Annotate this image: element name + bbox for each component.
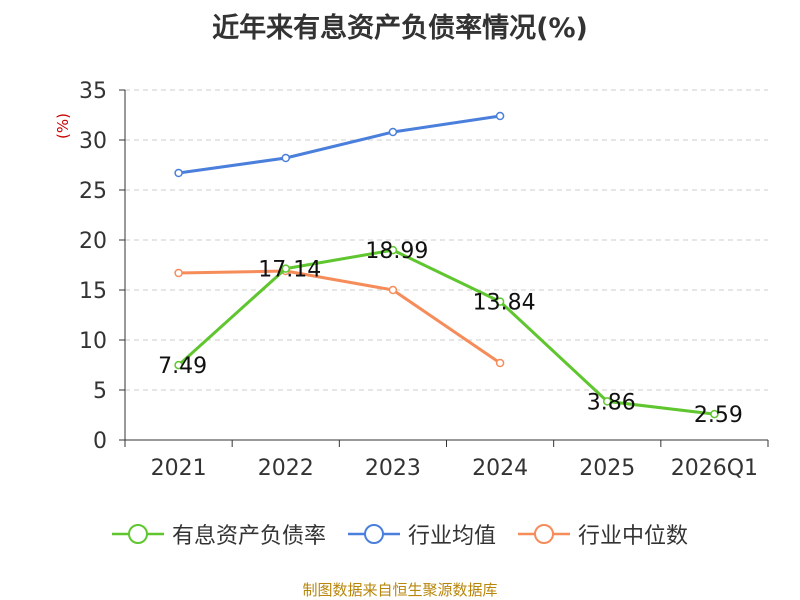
data-label: 18.99 xyxy=(365,239,428,264)
legend-label: 行业中位数 xyxy=(578,524,689,549)
data-point-2 xyxy=(174,268,183,278)
data-source-note: 制图数据来自恒生聚源数据库 xyxy=(302,581,498,599)
chart-title: 近年来有息资产负债率情况(%) xyxy=(212,13,588,44)
data-label: 7.49 xyxy=(158,354,207,379)
y-tick-label: 10 xyxy=(79,329,107,354)
legend-label: 行业均值 xyxy=(407,524,496,549)
y-tick-label: 5 xyxy=(93,379,107,404)
legend-item[interactable]: 行业均值 xyxy=(347,518,496,550)
data-point-1 xyxy=(495,111,505,121)
y-tick-label: 0 xyxy=(93,429,107,454)
data-point-1 xyxy=(388,127,398,137)
y-tick-label: 35 xyxy=(79,79,107,104)
data-label: 3.86 xyxy=(587,390,636,415)
legend-item[interactable]: 行业中位数 xyxy=(518,518,688,550)
x-tick-label: 2022 xyxy=(258,456,314,481)
data-point-0 xyxy=(174,360,183,370)
legend-swatch-icon xyxy=(347,524,400,544)
data-label: 17.14 xyxy=(258,258,321,283)
legend-swatch-marker xyxy=(127,524,148,544)
series-line-0 xyxy=(177,248,715,416)
data-point-0 xyxy=(495,297,505,306)
x-tick-label: 2023 xyxy=(365,456,421,481)
data-point-0 xyxy=(281,264,290,273)
y-tick-label: 25 xyxy=(79,179,107,204)
data-point-2 xyxy=(388,285,398,295)
series-line-1 xyxy=(178,114,501,175)
chart-legend: 有息资产负债率 行业均值 行业中位数 xyxy=(0,518,800,550)
x-tick-label: 2021 xyxy=(151,456,207,481)
data-point-1 xyxy=(174,168,183,178)
legend-item[interactable]: 有息资产负债率 xyxy=(111,518,326,550)
y-tick-label: 15 xyxy=(79,279,107,304)
y-axis-label: (%) xyxy=(54,113,72,139)
data-point-1 xyxy=(281,153,290,163)
legend-swatch-icon xyxy=(518,524,570,544)
y-tick-label: 20 xyxy=(79,229,107,254)
data-point-0 xyxy=(710,409,719,419)
data-point-2 xyxy=(495,358,505,368)
legend-swatch-marker xyxy=(534,524,554,544)
data-label: 2.59 xyxy=(694,403,743,428)
y-tick-label: 30 xyxy=(79,129,107,154)
data-point-0 xyxy=(388,245,398,255)
x-tick-label: 2024 xyxy=(472,456,528,481)
legend-swatch-icon xyxy=(111,524,164,544)
data-label: 13.84 xyxy=(473,291,536,316)
x-tick-label: 2025 xyxy=(579,456,635,481)
series-line-2 xyxy=(178,269,501,365)
data-point-0 xyxy=(603,397,612,406)
x-tick-label: 2026Q1 xyxy=(671,456,758,481)
legend-swatch-marker xyxy=(363,524,384,544)
legend-label: 有息资产负债率 xyxy=(171,524,326,549)
